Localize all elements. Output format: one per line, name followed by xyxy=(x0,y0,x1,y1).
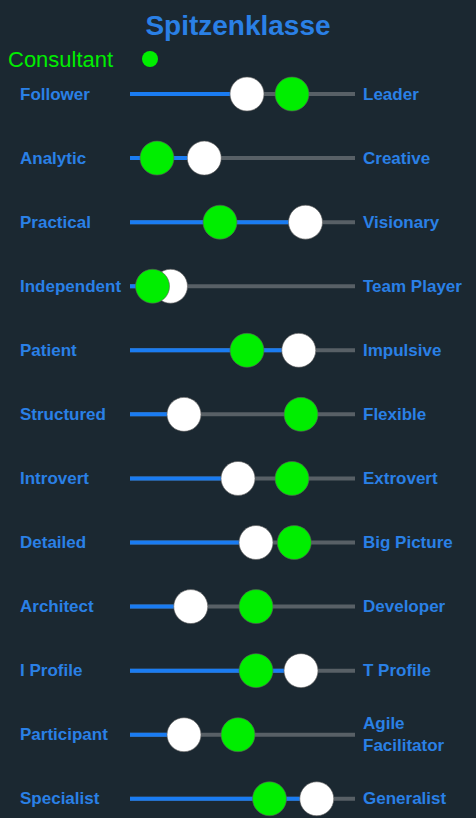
svg-text:Patient: Patient xyxy=(20,341,77,360)
svg-text:Visionary: Visionary xyxy=(363,213,440,232)
svg-text:Flexible: Flexible xyxy=(363,405,426,424)
svg-text:Creative: Creative xyxy=(363,149,430,168)
svg-text:Team Player: Team Player xyxy=(363,277,462,296)
svg-text:Independent: Independent xyxy=(20,277,121,296)
svg-text:Detailed: Detailed xyxy=(20,533,86,552)
svg-text:Extrovert: Extrovert xyxy=(363,469,438,488)
svg-text:Specialist: Specialist xyxy=(20,789,100,808)
svg-text:Leader: Leader xyxy=(363,85,419,104)
svg-text:Consultant: Consultant xyxy=(8,47,113,72)
svg-text:Generalist: Generalist xyxy=(363,789,446,808)
svg-text:AgileFacilitator: AgileFacilitator xyxy=(363,714,445,755)
svg-text:T Profile: T Profile xyxy=(363,661,431,680)
svg-text:Spitzenklasse: Spitzenklasse xyxy=(145,10,330,41)
svg-text:Developer: Developer xyxy=(363,597,446,616)
svg-text:Big Picture: Big Picture xyxy=(363,533,453,552)
svg-text:Follower: Follower xyxy=(20,85,90,104)
svg-text:Introvert: Introvert xyxy=(20,469,89,488)
svg-text:Practical: Practical xyxy=(20,213,91,232)
svg-text:Architect: Architect xyxy=(20,597,94,616)
svg-text:Participant: Participant xyxy=(20,725,108,744)
svg-text:Impulsive: Impulsive xyxy=(363,341,441,360)
svg-text:I Profile: I Profile xyxy=(20,661,82,680)
svg-text:Structured: Structured xyxy=(20,405,106,424)
svg-text:Analytic: Analytic xyxy=(20,149,86,168)
